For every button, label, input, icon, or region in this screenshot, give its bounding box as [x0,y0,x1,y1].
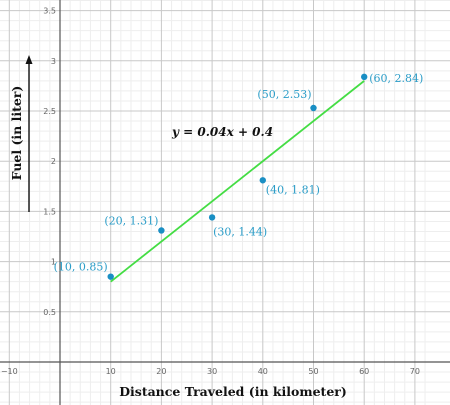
y-tick-label: 2.5 [43,107,56,116]
y-axis-title: Fuel (in liter) [9,86,24,181]
data-point [310,104,317,112]
x-tick-label: 10 [106,367,116,376]
data-point [158,227,165,234]
x-tick-label: 20 [156,367,166,376]
data-point [361,73,368,81]
y-tick-label: 0.5 [43,308,56,317]
x-tick-label: 40 [258,367,268,376]
y-tick-label: 1 [51,258,56,267]
data-point-label: (20, 1.31) [104,214,158,227]
x-tick-label: −10 [1,367,18,376]
data-point-label: (60, 2.84) [369,72,423,85]
y-tick-label: 3.5 [43,7,56,16]
data-point-label: (10, 0.85) [54,261,108,274]
fit-line-group [110,80,365,283]
fit-line-equation: y = 0.04x + 0.4 [171,125,273,139]
x-tick-label: 70 [410,367,420,376]
y-tick-label: 1.5 [43,207,56,216]
x-tick-label: 50 [308,367,318,376]
data-point-label: (40, 1.81) [266,183,320,196]
data-points: (10, 0.85) (20, 1.31) (30, 1.44) (40, 1.81)… [54,72,423,280]
y-tick-label: 3 [51,57,56,66]
y-axis-arrow [25,55,33,212]
y-tick-label: 2 [51,157,56,166]
fit-line [110,80,365,283]
data-point [208,214,216,221]
data-point [259,177,266,184]
tick-labels: −10 10 20 30 40 50 60 70 0.5 1 1.5 2 2.5 3 3.5 [1,7,420,376]
x-axis-title: Distance Traveled (in kilometer) [119,384,347,399]
data-point-label: (50, 2.53) [257,88,311,101]
x-tick-label: 60 [359,367,369,376]
x-tick-label: 30 [207,367,217,376]
data-point [107,273,114,280]
data-point-label: (30, 1.44) [213,225,267,238]
